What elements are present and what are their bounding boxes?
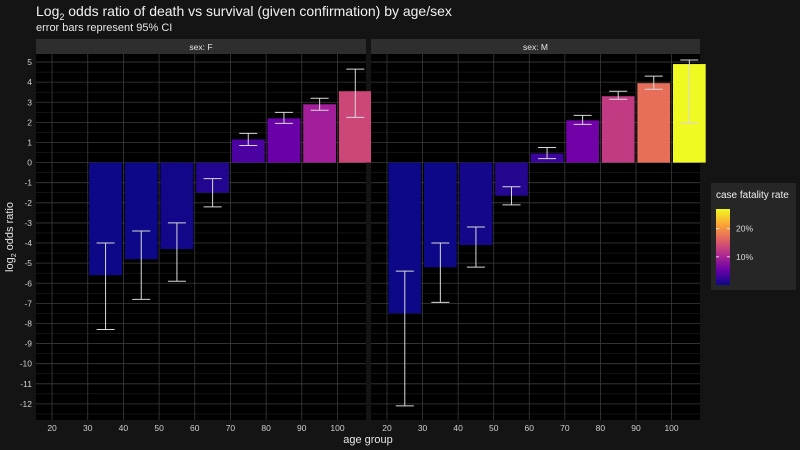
x-tick-label: 80 [596, 423, 606, 433]
y-axis-title: log2 odds ratio [4, 202, 18, 272]
legend-label: 10% [736, 252, 753, 262]
facet-strip [36, 39, 366, 54]
y-tick-label: 5 [27, 57, 32, 67]
bar [637, 83, 671, 163]
legend: case fatality rate 20% 10% [711, 183, 796, 290]
chart-title-prefix: Log [36, 3, 60, 19]
x-tick-label: 40 [453, 423, 463, 433]
y-tick-label: 1 [27, 137, 32, 147]
error-bar [274, 111, 293, 124]
y-tick-label: -3 [24, 218, 32, 228]
y-tick-label: -5 [24, 258, 32, 268]
y-tick-label: 2 [27, 117, 32, 127]
x-tick-label: 100 [330, 423, 344, 433]
x-tick-label: 40 [119, 423, 129, 433]
error-bar [203, 178, 222, 208]
x-tick-label: 30 [418, 423, 428, 433]
legend-title: case fatality rate [716, 190, 789, 201]
y-tick-label: -12 [20, 399, 33, 409]
y-tick-label: -2 [24, 198, 32, 208]
error-bar [431, 242, 450, 303]
y-tick-label: -1 [24, 178, 32, 188]
error-bar [239, 132, 258, 146]
y-axis-title-subscript: 2 [11, 253, 18, 257]
chart-title: Log2 odds ratio of death vs survival (gi… [36, 3, 452, 22]
bar [601, 96, 635, 163]
facet-strip [371, 39, 700, 54]
chart-title-rest: odds ratio of death vs survival (given c… [64, 3, 452, 19]
error-bar [310, 97, 329, 111]
error-bar [680, 59, 699, 124]
x-tick-label: 50 [489, 423, 499, 433]
y-tick-label: 0 [27, 158, 32, 168]
error-bar [167, 222, 186, 282]
y-tick-label: 4 [27, 77, 32, 87]
x-tick-label: 60 [525, 423, 535, 433]
x-tick-label: 100 [664, 423, 678, 433]
error-bar [573, 114, 592, 125]
chart-title-subscript: 2 [59, 11, 65, 22]
chart-subtitle: error bars represent 95% CI [36, 22, 173, 34]
error-bar [538, 147, 557, 160]
y-tick-label: -9 [24, 339, 32, 349]
y-tick-label: -4 [24, 238, 32, 248]
x-tick-label: 70 [560, 423, 570, 433]
y-axis-title-rest: odds ratio [4, 202, 16, 253]
x-tick-label: 20 [47, 423, 57, 433]
x-axis-title: age group [343, 434, 393, 446]
facet-strip-label: sex: M [523, 42, 548, 52]
legend-label: 20% [736, 224, 753, 234]
facet-strip-label: sex: F [189, 42, 212, 52]
error-bar [395, 270, 414, 407]
error-bar [346, 68, 365, 118]
legend-colorbar [716, 209, 730, 285]
error-bar [644, 75, 663, 90]
error-bar [466, 226, 485, 268]
x-tick-label: 30 [83, 423, 93, 433]
bar [267, 118, 301, 163]
y-tick-label: -6 [24, 278, 32, 288]
x-tick-label: 50 [154, 423, 164, 433]
bar [566, 120, 599, 163]
error-bar [609, 90, 628, 100]
x-tick-label: 70 [226, 423, 236, 433]
y-axis-title-prefix: log [4, 257, 16, 272]
x-tick-label: 90 [297, 423, 307, 433]
error-bar [502, 186, 521, 206]
y-tick-label: 3 [27, 97, 32, 107]
x-tick-label: 20 [382, 423, 392, 433]
error-bar [96, 242, 115, 331]
y-tick-label: -8 [24, 318, 32, 328]
bar [303, 104, 337, 163]
error-bar [132, 230, 151, 300]
y-tick-label: -7 [24, 298, 32, 308]
x-tick-label: 60 [190, 423, 200, 433]
facet-panel: sex: M 20 30 40 50 60 70 80 90 100 [371, 39, 706, 433]
y-tick-label: -11 [20, 379, 32, 389]
x-tick-label: 90 [631, 423, 641, 433]
facet-panel: sex: F 20 30 40 50 60 70 80 90 100 [36, 39, 372, 433]
x-tick-label: 80 [261, 423, 271, 433]
y-tick-label: -10 [20, 359, 33, 369]
